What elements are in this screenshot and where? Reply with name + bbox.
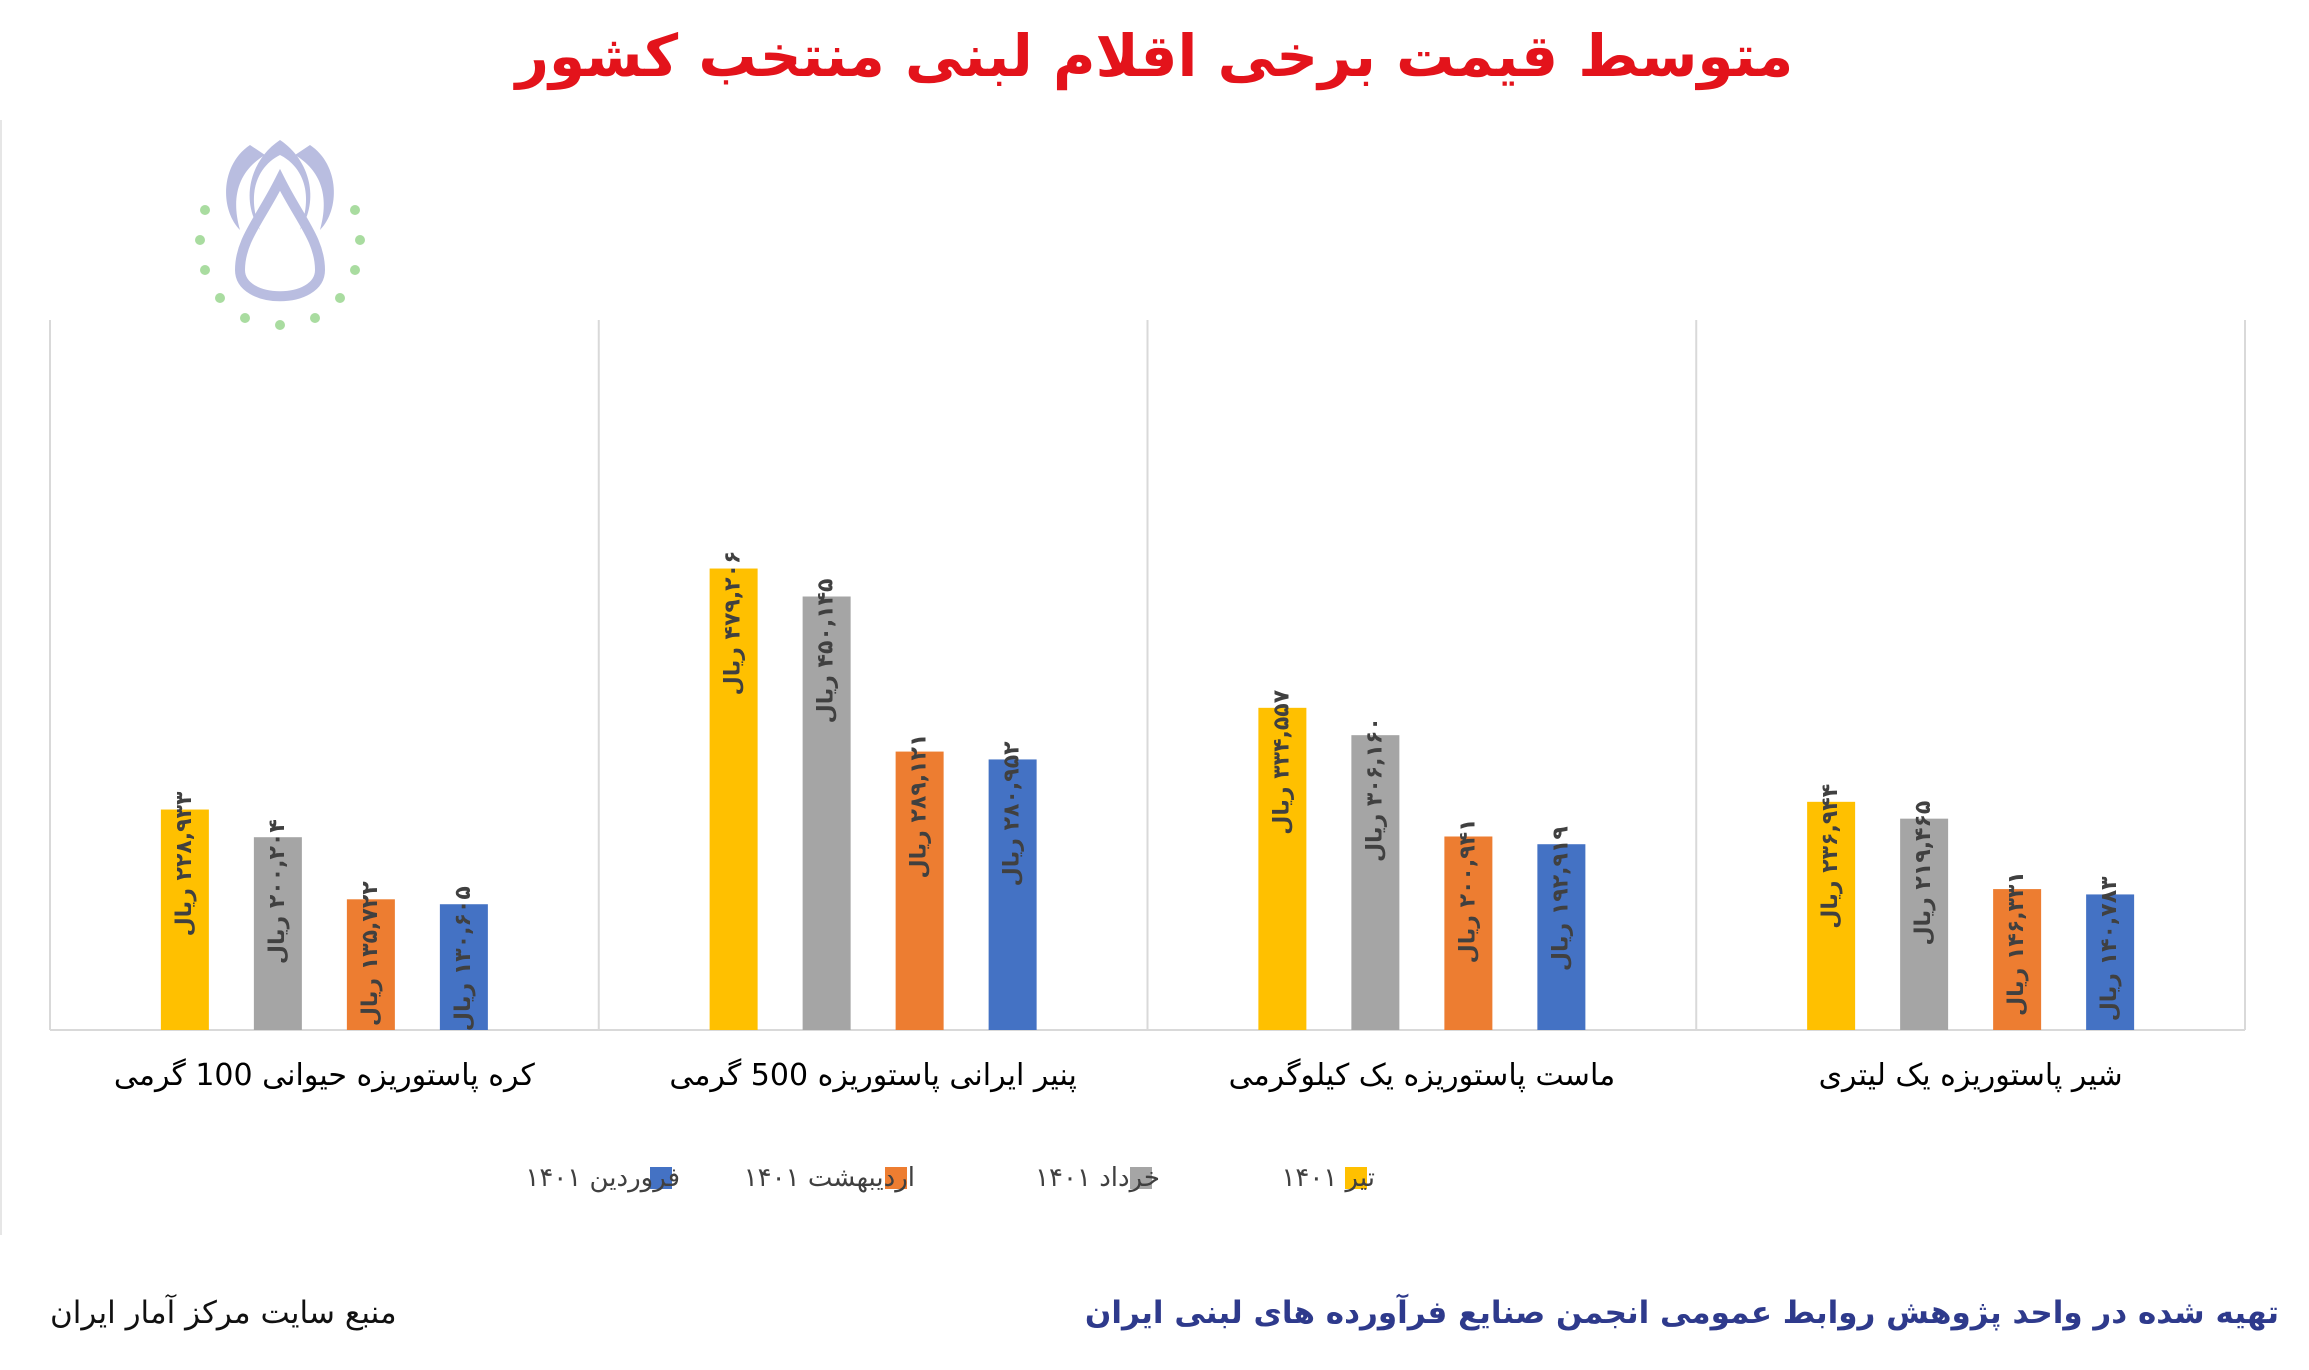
bar — [439, 904, 488, 1030]
data-label: ۱۳۰,۶۰۵ ریال — [451, 886, 476, 1031]
bar — [1444, 836, 1493, 1030]
bar — [709, 568, 758, 1030]
data-label: ۱۳۵,۷۲۲ ریال — [358, 881, 383, 1026]
chart-frame — [0, 120, 2309, 1235]
bar — [895, 751, 944, 1030]
bar — [1351, 735, 1400, 1030]
data-label: ۲۸۰,۹۵۲ ریال — [1000, 741, 1025, 886]
category-label: پنیر ایرانی پاستوریزه 500 گرمی — [669, 1058, 1077, 1093]
chart-title: متوسط قیمت برخی اقلام لبنی منتخب کشور — [515, 22, 1794, 90]
bar — [2086, 894, 2135, 1030]
legend-swatch — [1130, 1167, 1152, 1189]
bar — [1258, 707, 1307, 1030]
data-label: ۴۷۹,۲۰۶ ریال — [721, 551, 746, 696]
bar — [802, 596, 851, 1030]
data-label: ۴۵۰,۱۴۵ ریال — [814, 579, 839, 724]
legend-label: فروردین ۱۴۰۱ — [525, 1163, 680, 1193]
data-label: ۱۹۲,۹۱۹ ریال — [1548, 826, 1573, 971]
bar — [1993, 889, 2042, 1030]
legend-label: تیر ۱۴۰۱ — [1281, 1163, 1375, 1193]
bar — [160, 809, 209, 1030]
bar-chart: ۲۲۸,۹۳۳ ریال ۲۰۰,۲۰۴ ریال ۱۳۵,۷۲۲ ریال ۱۳۰,… — [49, 320, 2246, 1193]
data-label: ۲۸۹,۱۲۱ ریال — [907, 734, 932, 879]
category-label: کره پاستوریزه حیوانی 100 گرمی — [114, 1058, 536, 1093]
legend-swatch — [1345, 1167, 1367, 1189]
data-label: ۳۰۶,۱۶۰ ریال — [1362, 717, 1387, 862]
data-label: ۲۲۸,۹۳۳ ریال — [172, 791, 197, 936]
data-label: ۲۰۰,۲۰۴ ریال — [265, 819, 290, 964]
legend-label: اردیبهشت ۱۴۰۱ — [744, 1163, 915, 1193]
data-label: ۲۱۹,۴۶۵ ریال — [1911, 801, 1936, 946]
association-logo-icon — [195, 140, 365, 330]
category-label: ماست پاستوریزه یک کیلوگرمی — [1229, 1058, 1616, 1093]
data-label: ۱۴۰,۷۸۳ ریال — [2097, 876, 2122, 1021]
data-label: ۲۰۰,۹۴۱ ریال — [1455, 818, 1480, 963]
bar — [346, 899, 395, 1030]
bar — [988, 759, 1037, 1030]
data-label: ۲۳۶,۹۴۴ ریال — [1818, 784, 1843, 929]
legend-swatch — [650, 1167, 672, 1189]
source-note: منبع سایت مرکز آمار ایران — [50, 1295, 397, 1331]
data-label: ۳۳۴,۵۵۷ ریال — [1269, 689, 1294, 834]
bar — [1807, 801, 1856, 1030]
legend-swatch — [885, 1167, 907, 1189]
bar — [1537, 844, 1586, 1030]
bar — [1900, 818, 1949, 1030]
data-label: ۱۴۶,۳۳۱ ریال — [2004, 871, 2029, 1016]
category-label: شیر پاستوریزه یک لیتری — [1819, 1058, 2123, 1093]
bar — [253, 837, 302, 1030]
prepared-by-note: تهیه شده در واحد پژوهش روابط عمومی انجمن… — [1084, 1295, 2279, 1331]
legend-label: خرداد ۱۴۰۱ — [1035, 1163, 1160, 1193]
